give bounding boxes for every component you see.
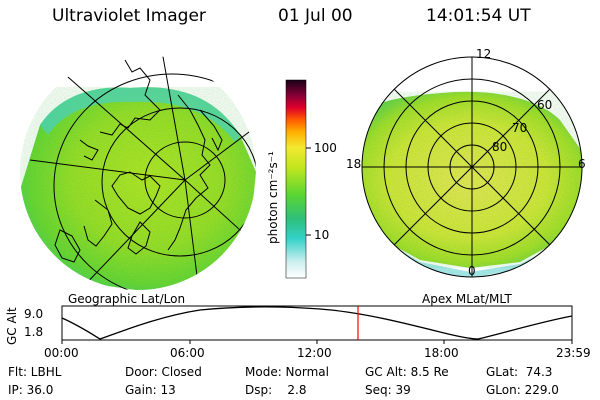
altitude-ytick-9: 9.0 xyxy=(24,307,44,321)
colorbar-scale xyxy=(285,79,307,279)
coastlines xyxy=(54,59,223,263)
mlt-label-6: 6 xyxy=(578,157,586,171)
ip-info: IP: 36.0 xyxy=(8,383,54,397)
mlt-label-0: 0 xyxy=(468,264,476,278)
apex-caption: Apex MLat/MLT xyxy=(422,292,512,306)
xtick-0600: 06:00 xyxy=(170,346,205,360)
geographic-caption: Geographic Lat/Lon xyxy=(68,292,186,306)
colorbar-tick-100: 100 xyxy=(314,141,337,155)
altitude-plot xyxy=(61,305,573,344)
mode-info: Mode: Normal xyxy=(245,365,329,379)
instrument-title: Ultraviolet Imager xyxy=(52,6,206,26)
seq-info: Seq: 39 xyxy=(365,383,411,397)
polar-grid xyxy=(361,56,583,278)
glon-info: GLon: 229.0 xyxy=(486,383,559,397)
colorbar-unit-label: photon cm⁻²s⁻¹ xyxy=(266,151,280,244)
door-info: Door: Closed xyxy=(125,365,202,379)
geographic-map-panel xyxy=(20,54,256,290)
glat-info: GLat: 74.3 xyxy=(486,365,553,379)
mlat-label-60: 60 xyxy=(537,98,553,112)
xtick-0000: 00:00 xyxy=(44,346,79,360)
altitude-ytick-1-8: 1.8 xyxy=(24,325,44,339)
colorbar-tick-10: 10 xyxy=(314,228,330,242)
time-label: 14:01:54 UT xyxy=(426,6,531,26)
colorbar xyxy=(285,79,311,279)
gc-alt-info: GC Alt: 8.5 Re xyxy=(365,365,449,379)
mlat-label-80: 80 xyxy=(492,140,508,154)
dsp-info: Dsp: 2.8 xyxy=(245,383,307,397)
mlt-label-12: 12 xyxy=(476,47,492,61)
date-label: 01 Jul 00 xyxy=(278,6,353,26)
mlat-label-70: 70 xyxy=(512,121,528,135)
apex-polar-panel xyxy=(361,56,583,278)
xtick-2359: 23:59 xyxy=(556,346,591,360)
xtick-1800: 18:00 xyxy=(424,346,459,360)
filter-info: Flt: LBHL xyxy=(8,365,62,379)
altitude-ylabel: GC Alt xyxy=(5,307,19,345)
mlt-label-18: 18 xyxy=(346,157,362,171)
gain-info: Gain: 13 xyxy=(125,383,176,397)
xtick-1200: 12:00 xyxy=(297,346,332,360)
altitude-curve xyxy=(61,306,573,340)
